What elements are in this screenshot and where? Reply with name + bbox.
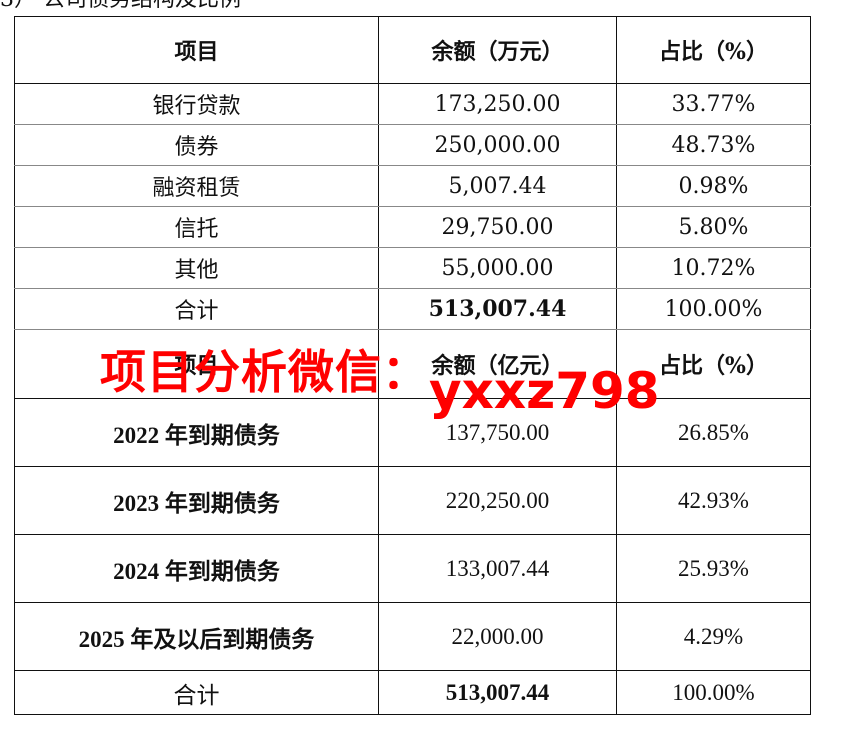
row-amount: 5,007.44 xyxy=(378,165,617,207)
section-heading-fragment: 3） 公司债务结构及比例 xyxy=(0,0,844,10)
table1-total-row: 合计 513,007.44 100.00% xyxy=(14,288,811,330)
total-amount: 513,007.44 xyxy=(378,670,617,715)
table2-header-row: 项目 余额（亿元） 占比（%） xyxy=(14,329,811,399)
row-amount: 173,250.00 xyxy=(378,83,617,125)
table-row: 2025 年及以后到期债务 22,000.00 4.29% xyxy=(14,602,811,671)
total-ratio: 100.00% xyxy=(616,670,811,715)
table2-header-item: 项目 xyxy=(14,329,379,399)
row-item: 2023 年到期债务 xyxy=(14,466,379,535)
row-ratio: 33.77% xyxy=(616,83,811,125)
row-item: 2024 年到期债务 xyxy=(14,534,379,603)
table-row: 债券 250,000.00 48.73% xyxy=(14,124,811,166)
row-ratio: 0.98% xyxy=(616,165,811,207)
total-item: 合计 xyxy=(14,288,379,330)
row-ratio: 42.93% xyxy=(616,466,811,535)
row-amount: 220,250.00 xyxy=(378,466,617,535)
table1-header-ratio: 占比（%） xyxy=(616,16,811,84)
total-item: 合计 xyxy=(14,670,379,715)
table-row: 2024 年到期债务 133,007.44 25.93% xyxy=(14,534,811,603)
table-row: 银行贷款 173,250.00 33.77% xyxy=(14,83,811,125)
table2-header-amount: 余额（亿元） xyxy=(378,329,617,399)
table-row: 其他 55,000.00 10.72% xyxy=(14,247,811,289)
table1-header-amount: 余额（万元） xyxy=(378,16,617,84)
row-ratio: 5.80% xyxy=(616,206,811,248)
row-ratio: 4.29% xyxy=(616,602,811,671)
row-item: 银行贷款 xyxy=(14,83,379,125)
row-amount: 29,750.00 xyxy=(378,206,617,248)
row-ratio: 25.93% xyxy=(616,534,811,603)
row-ratio: 48.73% xyxy=(616,124,811,166)
row-ratio: 26.85% xyxy=(616,398,811,467)
table-row: 2023 年到期债务 220,250.00 42.93% xyxy=(14,466,811,535)
table2-header-ratio: 占比（%） xyxy=(616,329,811,399)
table1-header-item: 项目 xyxy=(14,16,379,84)
total-ratio: 100.00% xyxy=(616,288,811,330)
row-item: 2022 年到期债务 xyxy=(14,398,379,467)
row-ratio: 10.72% xyxy=(616,247,811,289)
row-amount: 22,000.00 xyxy=(378,602,617,671)
debt-structure-table: 项目 余额（万元） 占比（%） 银行贷款 173,250.00 33.77% 债… xyxy=(14,16,811,715)
table1-header-row: 项目 余额（万元） 占比（%） xyxy=(14,16,811,84)
table-row: 信托 29,750.00 5.80% xyxy=(14,206,811,248)
row-amount: 55,000.00 xyxy=(378,247,617,289)
row-item: 债券 xyxy=(14,124,379,166)
total-amount: 513,007.44 xyxy=(378,288,617,330)
table-row: 2022 年到期债务 137,750.00 26.85% xyxy=(14,398,811,467)
row-item: 融资租赁 xyxy=(14,165,379,207)
table2-total-row: 合计 513,007.44 100.00% xyxy=(14,670,811,715)
row-amount: 133,007.44 xyxy=(378,534,617,603)
row-item: 2025 年及以后到期债务 xyxy=(14,602,379,671)
row-amount: 137,750.00 xyxy=(378,398,617,467)
row-item: 信托 xyxy=(14,206,379,248)
table-row: 融资租赁 5,007.44 0.98% xyxy=(14,165,811,207)
row-item: 其他 xyxy=(14,247,379,289)
row-amount: 250,000.00 xyxy=(378,124,617,166)
